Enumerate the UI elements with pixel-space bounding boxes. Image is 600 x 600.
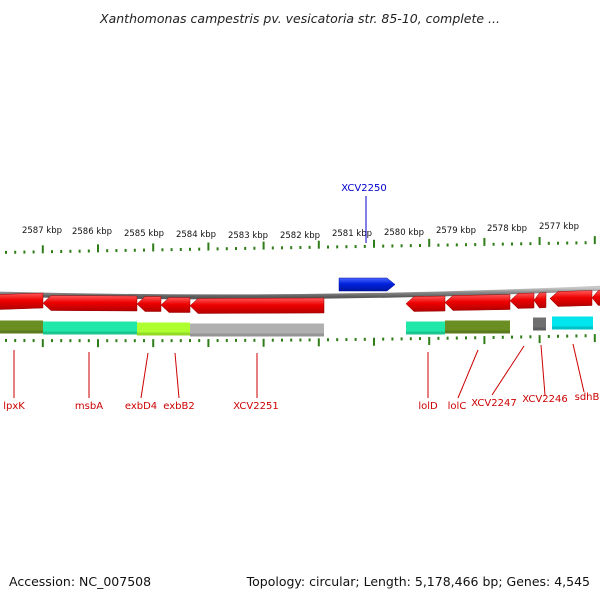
leader-line (491, 345, 525, 396)
category-band-segment (190, 323, 324, 337)
gene-arrow[interactable] (533, 292, 547, 309)
genome-summary-text: Topology: circular; Length: 5,178,466 bp… (246, 574, 590, 589)
ruler-label: 2585 kbp (124, 229, 164, 239)
category-band-shade (406, 331, 445, 335)
map-title: Xanthomonas campestris pv. vesicatoria s… (99, 11, 500, 26)
leader-line (457, 349, 479, 399)
bottom-ticks (5, 334, 596, 348)
gene-label[interactable]: XCV2251 (233, 401, 278, 412)
ruler-label: 2582 kbp (280, 231, 320, 241)
gene-arrow[interactable] (549, 290, 593, 307)
ruler-ticks (5, 236, 596, 254)
gene-arrow[interactable] (405, 295, 446, 312)
ruler-label: 2581 kbp (332, 229, 372, 239)
category-bands (0, 316, 593, 337)
category-band-shade (552, 326, 593, 330)
gene-arrow[interactable] (189, 297, 325, 314)
category-band-shade (137, 332, 161, 336)
leader-line (572, 343, 585, 393)
leader-line (174, 352, 180, 399)
gene-arrow-xcv2250[interactable] (338, 277, 396, 292)
gene-label[interactable]: msbA (75, 401, 103, 412)
gene-label[interactable]: sdhB (575, 392, 600, 403)
gene-label[interactable]: lolD (418, 401, 438, 412)
gene-label[interactable]: XCV2246 (522, 394, 567, 405)
ruler-label: 2587 kbp (22, 226, 62, 236)
category-band-shade (445, 330, 510, 334)
category-band-segment (161, 322, 190, 336)
category-band-segment (43, 321, 137, 335)
reverse-strand-genes (0, 290, 600, 314)
ruler-label: 2583 kbp (228, 231, 268, 241)
category-band-shade (190, 333, 324, 337)
ruler-label: 2579 kbp (436, 226, 476, 236)
gene-label[interactable]: exbD4 (125, 401, 157, 412)
accession-text: Accession: NC_007508 (9, 574, 151, 589)
category-band-segment (552, 316, 593, 330)
gene-arrow[interactable] (160, 297, 191, 313)
ruler-label: 2577 kbp (539, 222, 579, 232)
ruler-label: 2580 kbp (384, 228, 424, 238)
category-band-segment (533, 317, 546, 331)
gene-label[interactable]: XCV2247 (471, 398, 516, 409)
category-band-shade (533, 327, 546, 331)
category-band-shade (43, 331, 137, 335)
ruler-label: 2578 kbp (487, 224, 527, 234)
gene-arrow[interactable] (509, 292, 535, 309)
leader-line (540, 344, 546, 396)
category-band-segment (445, 320, 510, 334)
gene-label[interactable]: exbB2 (163, 401, 194, 412)
category-band-shade (161, 332, 190, 336)
ruler-label: 2584 kbp (176, 230, 216, 240)
ruler-label: 2586 kbp (72, 227, 112, 237)
gene-arrow[interactable] (42, 295, 138, 312)
ruler-labels: 2587 kbp 2586 kbp 2585 kbp 2584 kbp 2583 kbp… (22, 222, 579, 241)
label-leaders (13, 196, 585, 399)
gene-arrow[interactable] (136, 296, 162, 312)
leader-line (140, 352, 149, 399)
gene-label[interactable]: lolC (448, 401, 467, 412)
category-band-segment (137, 322, 161, 336)
gene-label[interactable]: lpxK (3, 401, 25, 412)
category-band-shade (0, 330, 43, 334)
category-band-segment (406, 321, 445, 335)
category-band-segment (0, 320, 43, 334)
gene-arrow[interactable] (591, 290, 600, 306)
gene-labels: XCV2250 lpxK msbA exbD4 exbB2 XCV2251 lolD lolC… (3, 183, 599, 412)
forward-strand-genes (338, 277, 396, 292)
gene-arrow[interactable] (444, 294, 511, 311)
gene-label-xcv2250[interactable]: XCV2250 (341, 183, 386, 194)
gene-arrow[interactable] (0, 292, 44, 310)
